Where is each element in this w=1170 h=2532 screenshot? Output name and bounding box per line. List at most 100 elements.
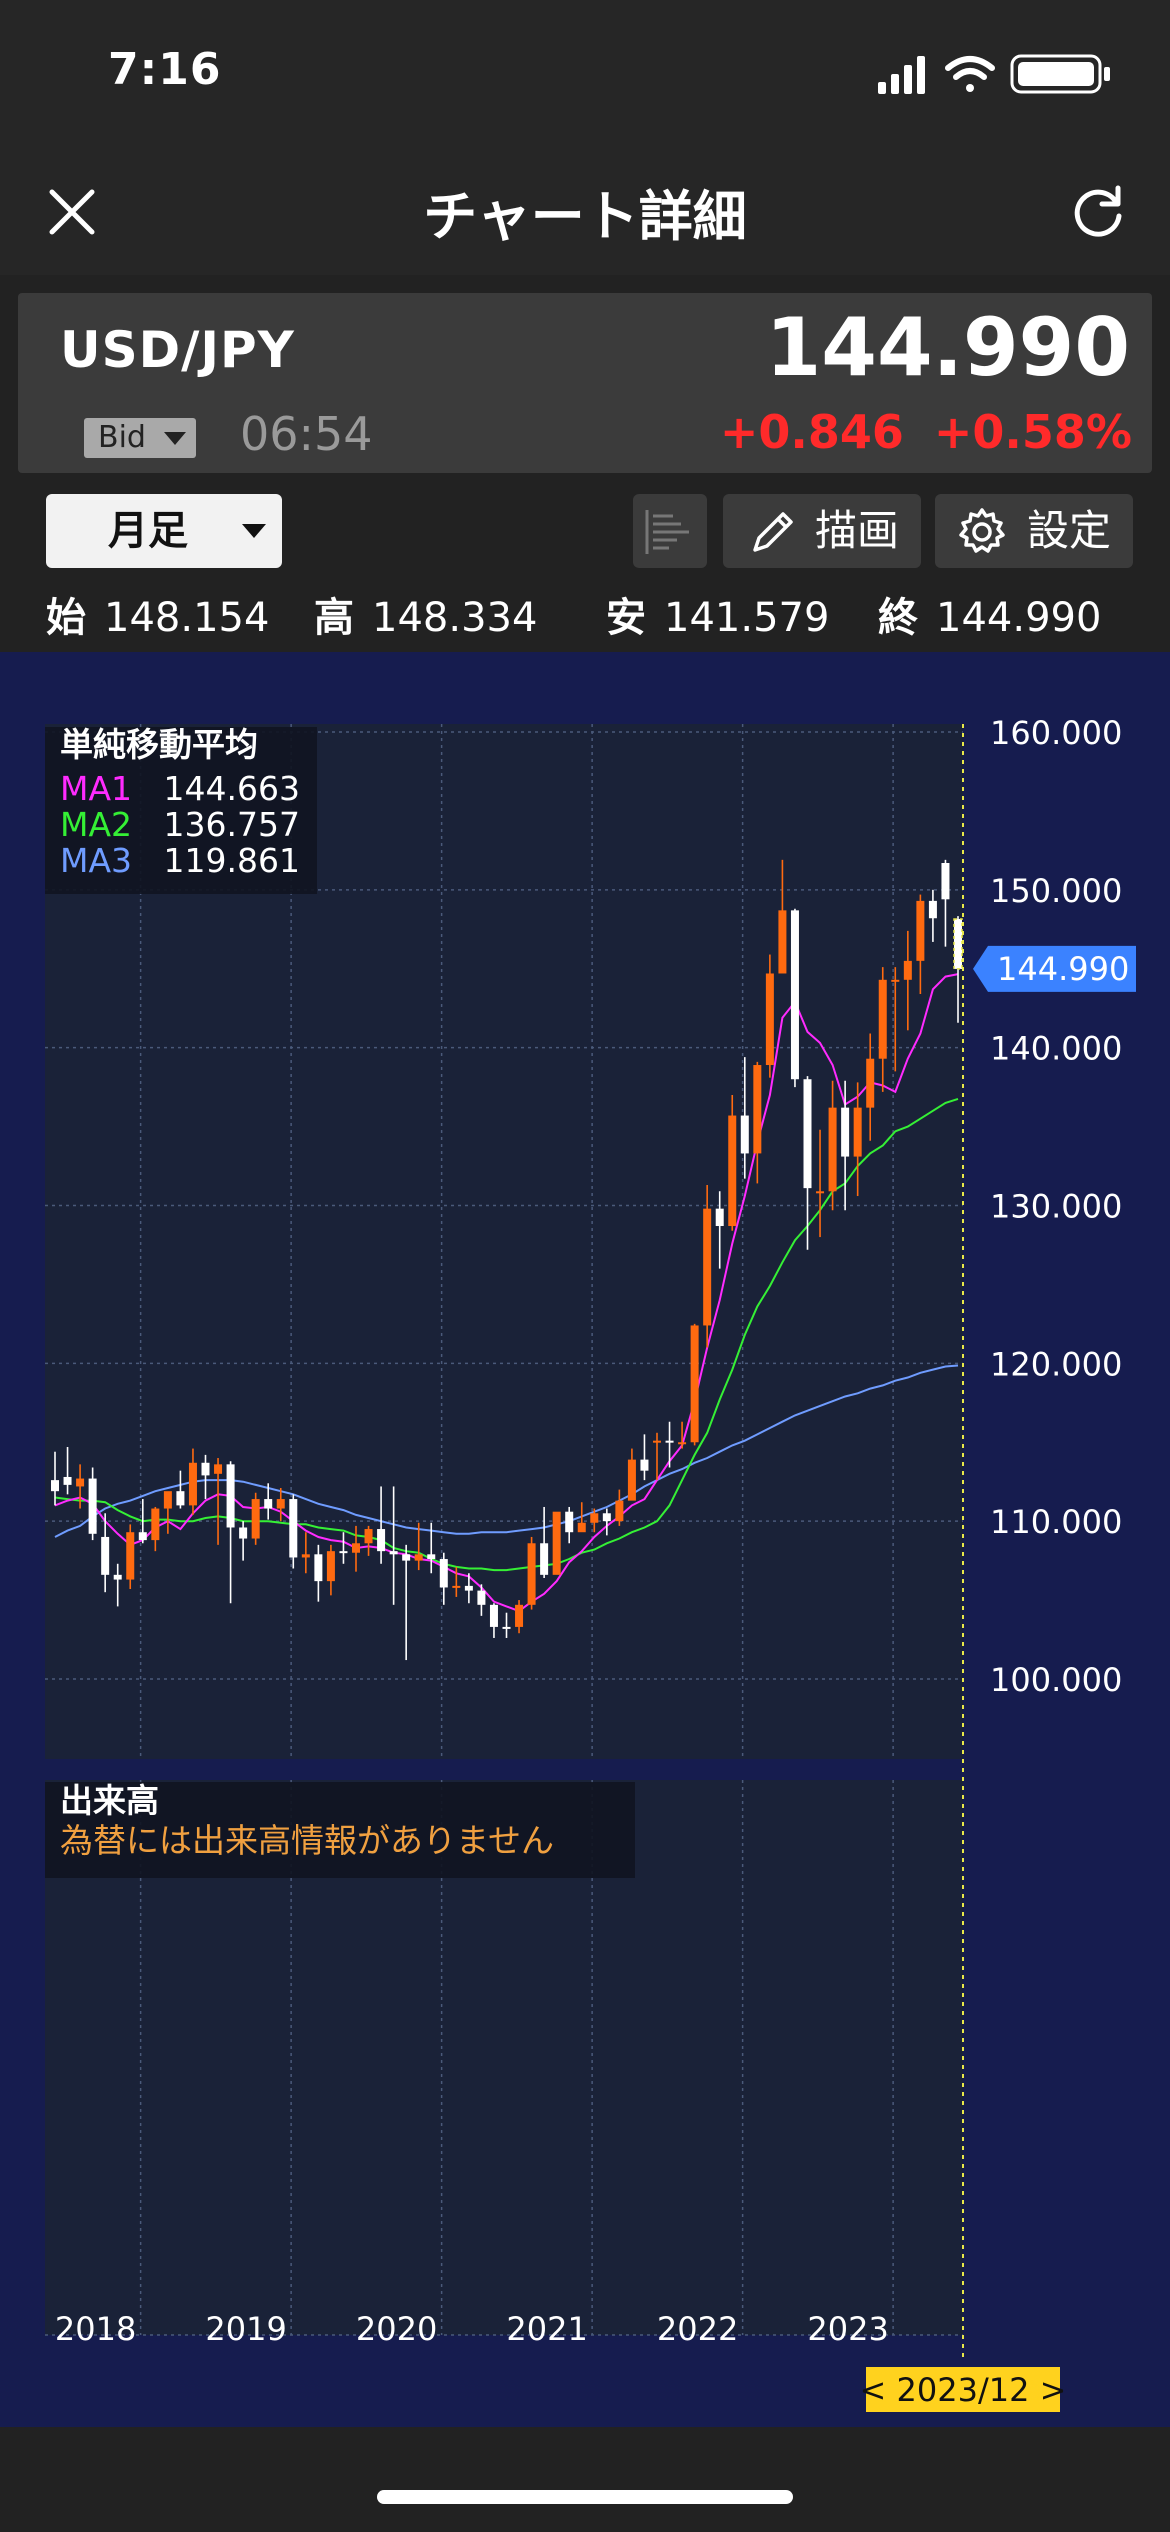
candle-body [816, 1191, 825, 1194]
candle-body [63, 1476, 72, 1485]
candle [51, 1451, 59, 1506]
volume-title: 出来高 [60, 1781, 159, 1820]
current-price-tag-label: 144.990 [997, 950, 1129, 988]
settings-label: 設定 [1027, 506, 1112, 555]
candle [665, 1421, 674, 1468]
settings-button[interactable]: 設定 [935, 494, 1133, 568]
candle-body [176, 1491, 185, 1506]
chart-toolbar: 月足 描画 設定 [0, 490, 1170, 570]
candle-body [765, 973, 774, 1066]
candle [816, 1129, 825, 1238]
candle-body [928, 900, 937, 919]
legend-ma3-name: MA3 [60, 841, 132, 880]
candle-body [878, 979, 887, 1059]
candle-body [828, 1107, 837, 1192]
refresh-icon[interactable] [1066, 180, 1130, 244]
y-axis: 160.000 150.000 140.000 130.000 120.000 110.0… [990, 714, 1122, 1699]
candle [615, 1489, 624, 1526]
candle [201, 1454, 210, 1500]
price-type-dropdown[interactable]: Bid [84, 418, 196, 458]
candle [565, 1506, 574, 1544]
candle [151, 1506, 160, 1552]
candle [916, 894, 925, 995]
candle [778, 859, 787, 974]
candle [590, 1508, 599, 1533]
y-tick-label: 160.000 [990, 714, 1122, 752]
x-tick-label: 2022 [657, 2310, 738, 2348]
legend-title: 単純移動平均 [60, 725, 258, 764]
period-select[interactable]: 月足 [46, 494, 282, 568]
candle [627, 1448, 636, 1501]
x-axis: 2018 2019 2020 2021 2022 2023 [55, 2310, 889, 2348]
draw-button[interactable]: 描画 [723, 494, 921, 568]
y-tick-label: 120.000 [990, 1345, 1122, 1383]
chart-area[interactable]: 160.000 150.000 140.000 130.000 120.000 110.0… [0, 652, 1170, 2427]
candle-body [527, 1543, 536, 1605]
current-price: 144.990 [765, 301, 1130, 394]
candle [577, 1502, 586, 1533]
candle-body [540, 1543, 549, 1575]
candle [214, 1458, 223, 1545]
candle [314, 1544, 323, 1602]
candle-body [88, 1478, 97, 1534]
quote-time: 06:54 [240, 407, 373, 461]
candle-body [402, 1554, 411, 1561]
candle-body [602, 1513, 611, 1522]
candle [264, 1483, 273, 1520]
y-tick-label: 150.000 [990, 872, 1122, 910]
candle-body [690, 1325, 699, 1443]
candle [678, 1421, 687, 1449]
candle-body [289, 1499, 298, 1558]
volume-legend: 出来高 為替には出来高情報がありません [45, 1781, 635, 1878]
candle-body [151, 1508, 160, 1541]
candle [76, 1464, 85, 1509]
candle [352, 1525, 360, 1572]
x-tick-label: 2023 [807, 2310, 888, 2348]
candle [878, 967, 887, 1092]
candle [188, 1448, 197, 1515]
candle-body [101, 1536, 110, 1575]
candle-body [552, 1511, 561, 1575]
candle-body [515, 1604, 524, 1627]
candle [703, 1184, 712, 1348]
legend-ma1-name: MA1 [60, 769, 132, 808]
candle-body [853, 1107, 862, 1157]
chevron-down-icon [164, 432, 186, 445]
candle [853, 1082, 862, 1197]
candlestick-chart[interactable]: 160.000 150.000 140.000 130.000 120.000 110.0… [0, 652, 1170, 2427]
candle-body [665, 1440, 674, 1443]
candle [891, 967, 900, 1072]
candle-body [728, 1115, 737, 1227]
candle [226, 1461, 235, 1604]
y-tick-label: 100.000 [990, 1661, 1122, 1699]
price-panel-bg [45, 724, 963, 1759]
candle-body [326, 1551, 335, 1582]
candle [715, 1191, 724, 1269]
currency-pair: USD/JPY [60, 321, 295, 379]
y-tick-label: 130.000 [990, 1188, 1122, 1226]
candle [602, 1508, 611, 1536]
status-time: 7:16 [108, 44, 222, 95]
candle-body [339, 1551, 348, 1554]
candle-body [778, 910, 787, 974]
candle-body [703, 1208, 712, 1326]
quote-panel: USD/JPY 144.990 Bid 06:54 +0.846 +0.58% [18, 293, 1152, 473]
candle [728, 1095, 737, 1231]
candle-body [427, 1554, 436, 1560]
candle [928, 889, 937, 942]
candle [540, 1506, 549, 1578]
cellular-signal-icon [878, 56, 925, 94]
candle [113, 1563, 122, 1607]
candle [389, 1486, 398, 1605]
change-value: +0.846 [719, 405, 904, 459]
candle-body [76, 1478, 85, 1487]
candle [439, 1552, 448, 1605]
candle-body [790, 910, 799, 1080]
legend-ma2-value: 136.757 [164, 805, 300, 844]
home-indicator [377, 2490, 793, 2504]
candle [753, 1061, 762, 1184]
candle [515, 1600, 524, 1634]
close-icon[interactable] [40, 180, 104, 244]
candle [101, 1513, 110, 1593]
indicator-list-button[interactable] [633, 494, 707, 568]
